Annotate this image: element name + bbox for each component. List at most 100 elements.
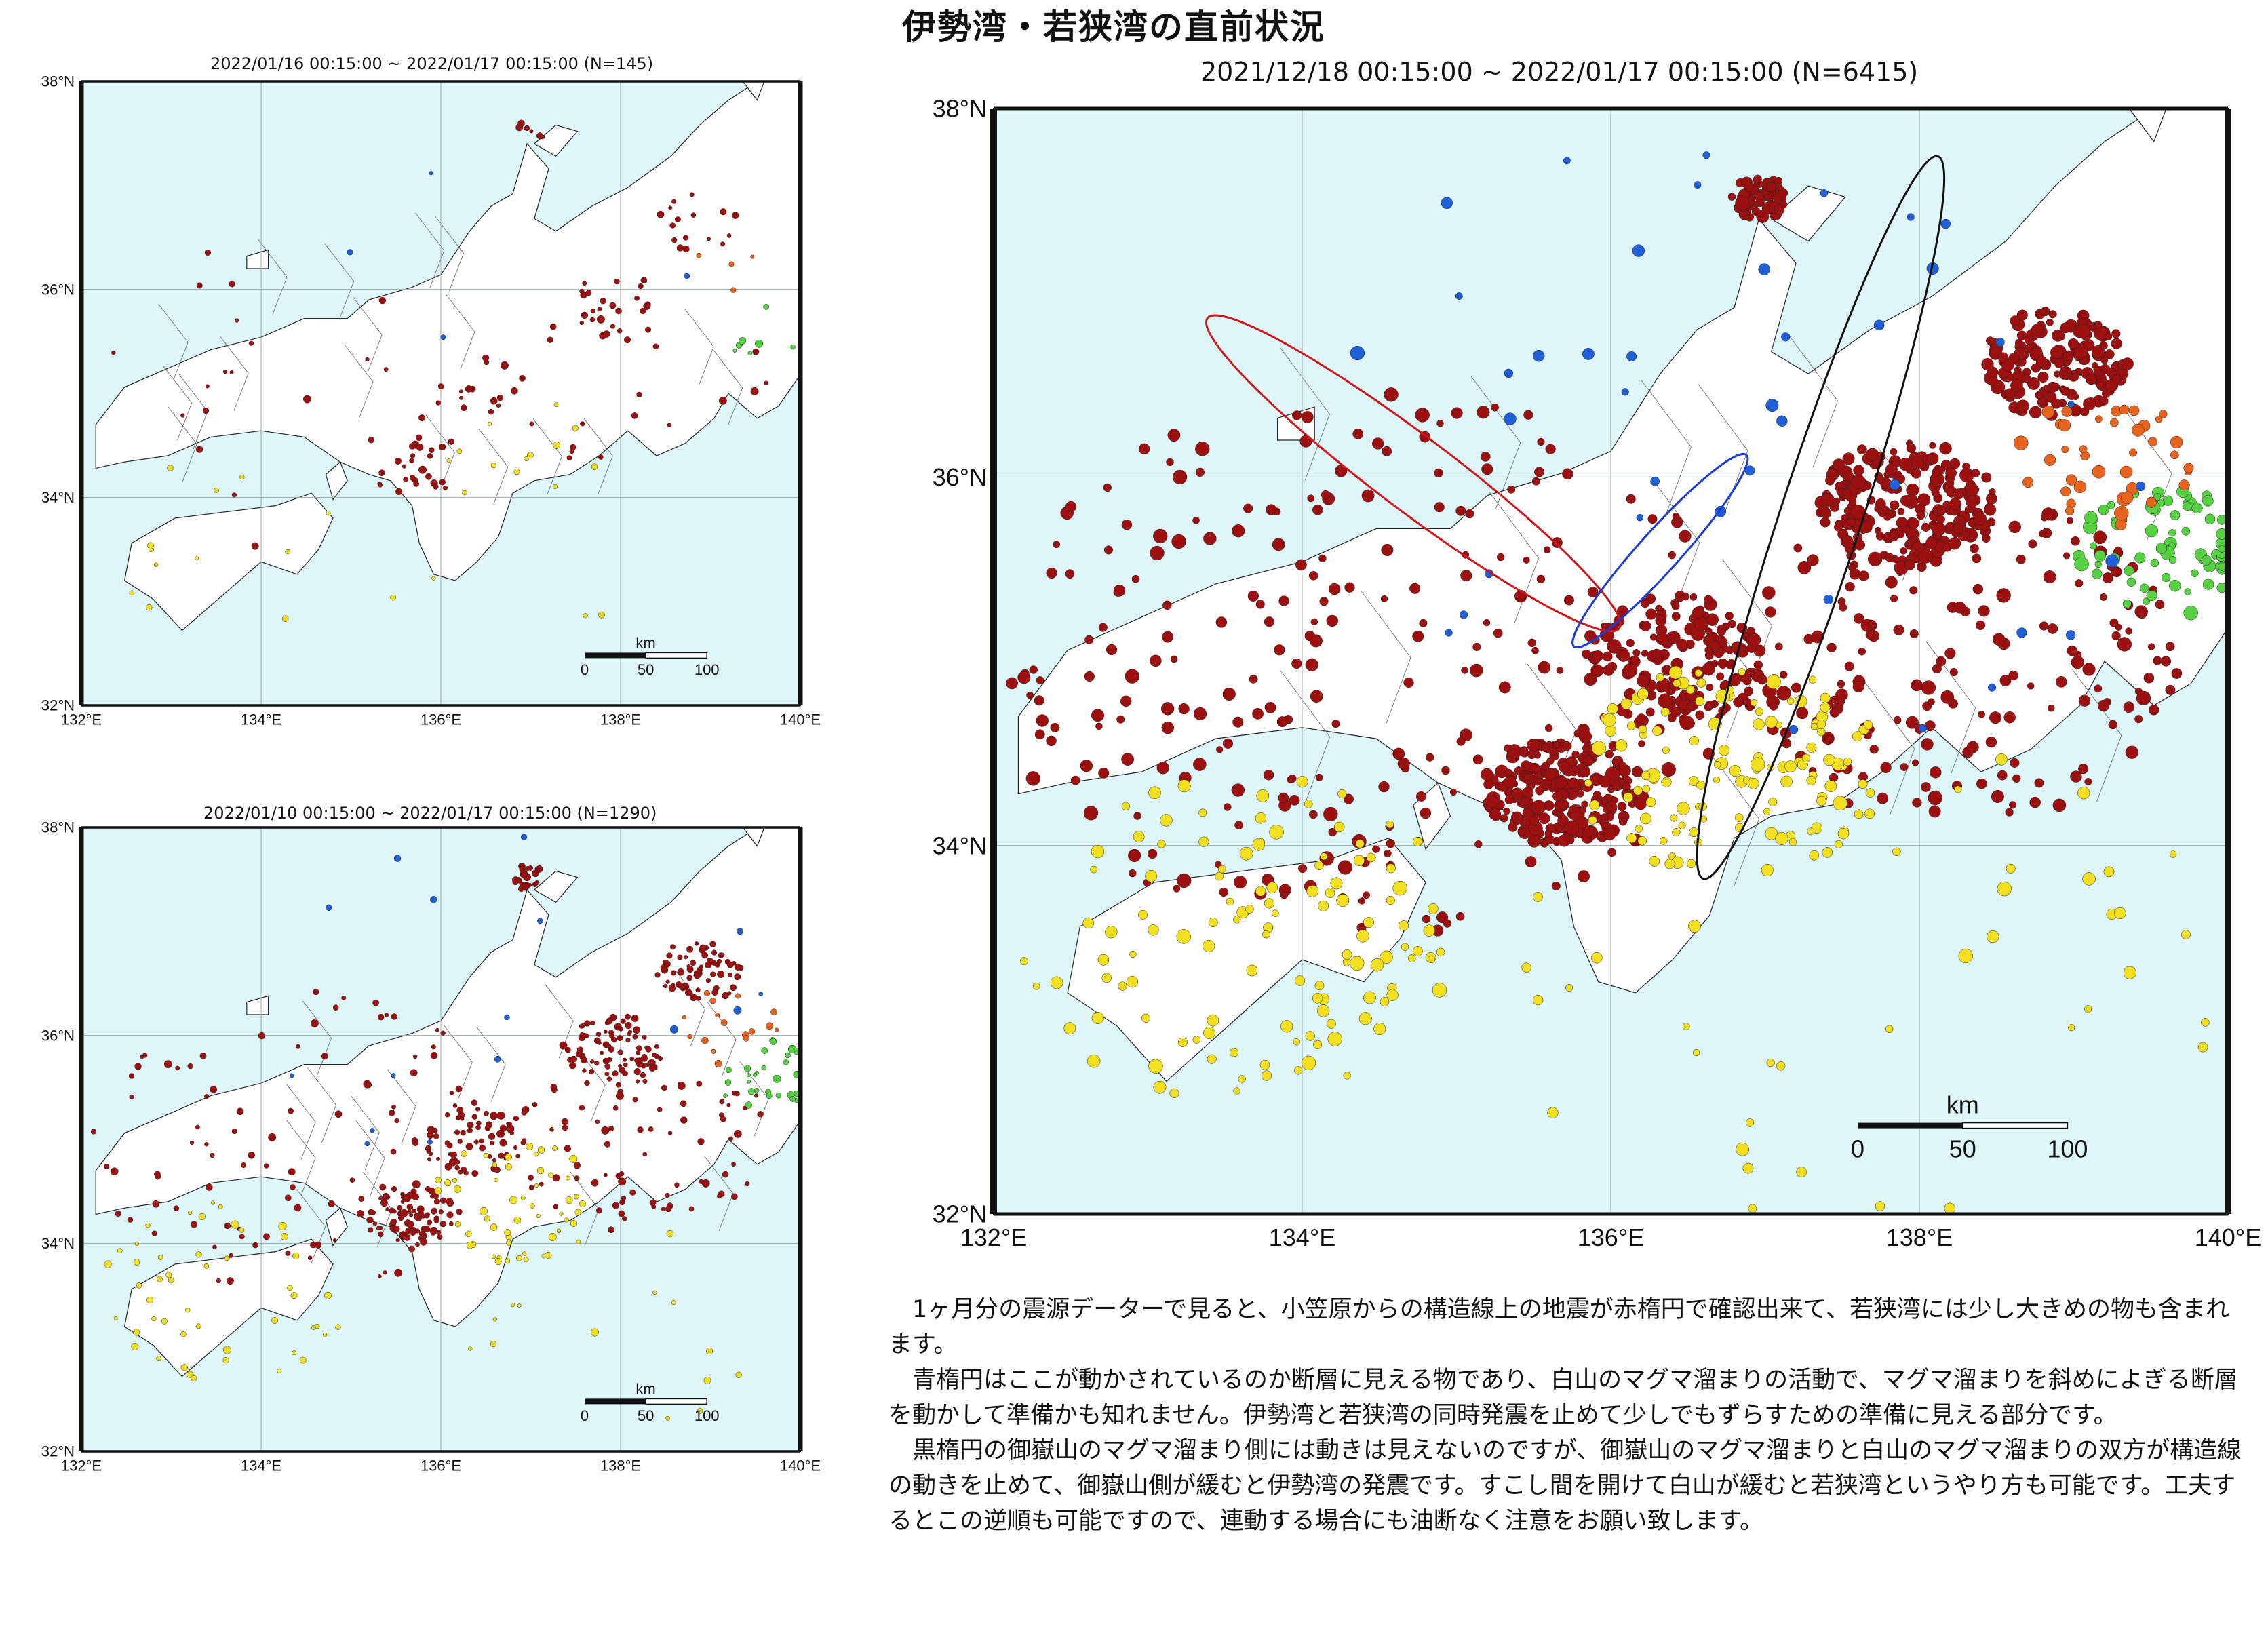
earthquake-marker xyxy=(1231,783,1245,797)
earthquake-marker xyxy=(773,1074,781,1083)
earthquake-marker xyxy=(1138,909,1148,920)
earthquake-marker xyxy=(1133,831,1145,843)
earthquake-marker xyxy=(1605,749,1614,759)
earthquake-marker xyxy=(1696,781,1706,790)
earthquake-marker xyxy=(1309,634,1323,648)
prefecture-border xyxy=(296,1189,326,1264)
earthquake-marker xyxy=(231,1128,237,1135)
earthquake-marker xyxy=(370,1128,375,1133)
earthquake-marker xyxy=(376,1226,381,1231)
earthquake-marker xyxy=(701,1036,709,1044)
earthquake-marker xyxy=(589,1020,595,1026)
earthquake-marker xyxy=(1372,845,1380,853)
earthquake-marker xyxy=(195,1251,202,1258)
earthquake-marker xyxy=(522,1105,530,1114)
earthquake-marker xyxy=(1779,671,1788,679)
earthquake-marker xyxy=(1766,674,1781,690)
earthquake-marker xyxy=(789,1096,796,1102)
earthquake-marker xyxy=(1976,778,1987,789)
earthquake-marker xyxy=(1249,674,1258,684)
earthquake-marker xyxy=(720,952,725,958)
scale-tick-label: 50 xyxy=(1949,1135,1976,1162)
earthquake-marker xyxy=(1603,827,1616,841)
earthquake-marker xyxy=(1926,452,1939,465)
earthquake-marker xyxy=(222,369,228,374)
earthquake-marker xyxy=(743,1035,749,1042)
earthquake-marker xyxy=(1796,1167,1807,1177)
earthquake-marker xyxy=(2146,496,2157,508)
earthquake-marker xyxy=(689,192,695,197)
earthquake-marker xyxy=(626,1038,631,1042)
earthquake-marker xyxy=(677,968,685,976)
earthquake-marker xyxy=(1774,204,1785,215)
earthquake-marker xyxy=(146,1296,154,1304)
earthquake-marker xyxy=(1745,667,1755,678)
earthquake-marker xyxy=(570,1220,577,1227)
earthquake-marker xyxy=(370,1210,376,1215)
earthquake-marker xyxy=(1314,861,1324,870)
earthquake-marker xyxy=(1806,775,1816,785)
earthquake-marker xyxy=(1688,920,1701,933)
latitude-label: 32°N xyxy=(41,697,75,714)
earthquake-marker xyxy=(1514,766,1523,775)
earthquake-marker xyxy=(1053,541,1060,549)
earthquake-marker xyxy=(1148,924,1159,936)
earthquake-marker xyxy=(1459,610,1468,619)
earthquake-marker xyxy=(1729,765,1741,777)
scale-tick-label: 100 xyxy=(695,661,720,678)
earthquake-marker xyxy=(1358,1012,1372,1025)
earthquake-marker xyxy=(460,1129,466,1136)
earthquake-marker xyxy=(2065,506,2075,515)
earthquake-marker xyxy=(667,423,672,427)
earthquake-marker xyxy=(537,1146,545,1154)
earthquake-marker xyxy=(528,1175,534,1181)
earthquake-marker xyxy=(2181,930,2191,939)
earthquake-marker xyxy=(1942,501,1951,509)
earthquake-marker xyxy=(433,1217,439,1223)
earthquake-marker xyxy=(1837,680,1845,688)
earthquake-marker xyxy=(533,1152,539,1157)
longitude-label: 134°E xyxy=(241,1457,281,1474)
earthquake-marker xyxy=(1455,911,1465,921)
earthquake-marker xyxy=(1320,852,1328,861)
prefecture-border xyxy=(1280,347,1330,481)
earthquake-marker xyxy=(2075,579,2084,588)
earthquake-marker xyxy=(597,1040,602,1045)
earthquake-marker xyxy=(1618,762,1627,770)
earthquake-marker xyxy=(2044,454,2056,466)
earthquake-marker xyxy=(1415,791,1426,802)
earthquake-marker xyxy=(1733,697,1744,707)
earthquake-marker xyxy=(674,1182,680,1188)
earthquake-marker xyxy=(2117,637,2132,652)
earthquake-marker xyxy=(1809,850,1820,861)
earthquake-marker xyxy=(383,367,389,372)
earthquake-marker xyxy=(1195,442,1210,456)
earthquake-marker xyxy=(284,1194,292,1202)
earthquake-marker xyxy=(326,511,331,516)
earthquake-marker xyxy=(638,283,644,290)
earthquake-marker xyxy=(761,1065,766,1071)
earthquake-marker xyxy=(372,1221,377,1226)
earthquake-marker xyxy=(287,1285,293,1291)
earthquake-marker xyxy=(679,984,686,991)
earthquake-marker xyxy=(1635,825,1643,833)
earthquake-marker xyxy=(1195,467,1205,477)
earthquake-marker xyxy=(1118,981,1127,991)
earthquake-marker xyxy=(1928,698,1935,705)
earthquake-marker xyxy=(311,1325,316,1330)
earthquake-marker xyxy=(459,395,464,400)
earthquake-marker xyxy=(1029,665,1038,674)
earthquake-marker xyxy=(1504,412,1517,425)
earthquake-marker xyxy=(1315,773,1323,781)
earthquake-marker xyxy=(1694,669,1702,678)
earthquake-marker xyxy=(1461,667,1468,674)
earthquake-marker xyxy=(1626,638,1635,648)
earthquake-marker xyxy=(665,979,670,984)
earthquake-marker xyxy=(1757,674,1767,685)
earthquake-marker xyxy=(1523,772,1531,781)
earthquake-marker xyxy=(600,1051,604,1055)
earthquake-marker xyxy=(747,1079,751,1084)
earthquake-marker xyxy=(1243,503,1253,513)
earthquake-marker xyxy=(1627,721,1637,730)
earthquake-marker xyxy=(496,403,501,408)
